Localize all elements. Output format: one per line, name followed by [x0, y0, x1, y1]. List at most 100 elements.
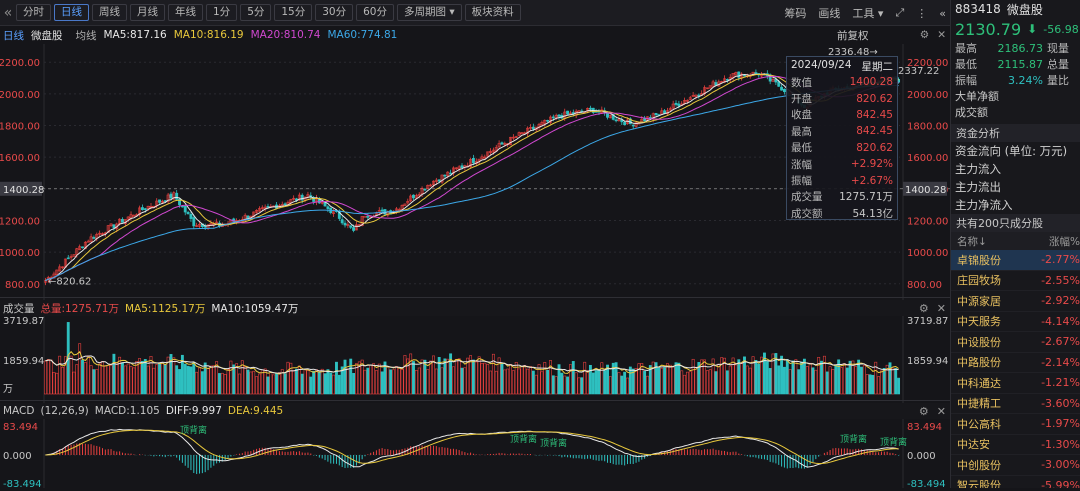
- candle-body: [138, 207, 142, 216]
- volume-bar: [534, 374, 538, 395]
- tab-period[interactable]: 周线: [92, 4, 127, 21]
- chip-button[interactable]: 筹码: [784, 7, 807, 20]
- adjust-button[interactable]: 前复权: [837, 29, 869, 42]
- y-tick-left: 1600.00: [0, 153, 40, 164]
- volume-bar: [840, 367, 843, 395]
- stock-row[interactable]: 智云股份 -5.99%: [951, 476, 1080, 488]
- tab-period[interactable]: 1分: [206, 4, 238, 21]
- volume-bar: [89, 365, 93, 395]
- candle-body: [697, 94, 701, 97]
- volume-bar: [178, 369, 181, 395]
- volume-bar: [845, 367, 849, 395]
- volume-bar: [295, 368, 298, 395]
- volume-bar: [369, 364, 373, 395]
- draw-button[interactable]: 画线: [818, 7, 841, 20]
- stock-row[interactable]: 中源家居 -2.92%: [951, 291, 1080, 312]
- collapse-icon[interactable]: «: [939, 6, 946, 20]
- tab-period[interactable]: 15分: [274, 4, 313, 21]
- volume-bar: [571, 361, 575, 395]
- tab-period[interactable]: 分时: [16, 4, 51, 21]
- multi-period-dropdown[interactable]: 多周期图 ▾: [397, 4, 462, 21]
- candle-body: [366, 216, 370, 218]
- stock-row[interactable]: 卓锦股份 -2.77%: [951, 250, 1080, 271]
- settings-icon[interactable]: ⚙: [918, 404, 929, 418]
- close-icon[interactable]: ✕: [937, 29, 946, 41]
- candle-body: [620, 119, 624, 123]
- fullscreen-icon[interactable]: ⤢: [895, 6, 905, 19]
- stock-row[interactable]: 中天服务 -4.14%: [951, 312, 1080, 332]
- volume-bar: [260, 369, 264, 395]
- stock-row[interactable]: 庄园牧场 -2.55%: [951, 271, 1080, 291]
- candle-body: [109, 223, 113, 226]
- volume-bar: [697, 362, 701, 395]
- volume-bar: [877, 376, 881, 395]
- volume-bar: [209, 365, 213, 395]
- volume-bar: [554, 376, 558, 395]
- close-icon[interactable]: ✕: [936, 301, 946, 315]
- quote-title: 883418 微盘股: [951, 0, 1080, 18]
- volume-bar: [757, 363, 761, 395]
- divergence-label: 顶背离: [840, 433, 867, 445]
- candle-body: [588, 107, 592, 110]
- kline-chart[interactable]: 2200.00 2200.00 2000.00 2000.00 1800.00 1800.…: [0, 44, 950, 490]
- close-icon[interactable]: ✕: [936, 404, 946, 418]
- volume-bar: [180, 354, 184, 395]
- volume-bar: [212, 365, 216, 395]
- stock-row[interactable]: 中公高科 -1.97%: [951, 414, 1080, 435]
- stock-row[interactable]: 中设股份 -2.67%: [951, 332, 1080, 353]
- candle-body: [349, 225, 353, 228]
- stock-row[interactable]: 中科通达 -1.21%: [951, 373, 1080, 394]
- ma-label[interactable]: 均线: [75, 29, 97, 42]
- stock-row[interactable]: 中达安 -1.30%: [951, 435, 1080, 455]
- crosshair-label-right: 1400.28: [905, 185, 946, 196]
- more-vert-icon[interactable]: ⋮: [916, 6, 928, 20]
- macd-label[interactable]: MACD: [3, 405, 35, 417]
- candle-body: [685, 99, 689, 102]
- candle-body: [449, 172, 453, 175]
- sector-info-button[interactable]: 板块资料: [464, 4, 521, 21]
- volume-bar: [206, 368, 210, 395]
- settings-icon[interactable]: ⚙: [918, 301, 929, 315]
- tab-period[interactable]: 60分: [356, 4, 394, 21]
- candle-body: [694, 94, 698, 97]
- last-price: 2130.79: [955, 19, 1022, 39]
- candle-body: [617, 119, 621, 121]
- volume-bar: [352, 373, 356, 395]
- stock-row[interactable]: 中捷精工 -3.60%: [951, 394, 1080, 414]
- tab-period[interactable]: 年线: [168, 4, 203, 21]
- fund-analysis-header[interactable]: 资金分析: [951, 124, 1080, 142]
- tab-period[interactable]: 日线: [54, 4, 89, 21]
- volume-bar: [372, 363, 376, 395]
- tab-period[interactable]: 5分: [240, 4, 272, 21]
- stock-row[interactable]: 中创股份 -3.00%: [951, 455, 1080, 476]
- stock-row[interactable]: 中路股份 -2.14%: [951, 353, 1080, 373]
- settings-icon[interactable]: ⚙: [919, 29, 930, 41]
- volume-bar: [417, 367, 421, 395]
- volume-bar: [309, 376, 313, 395]
- tooltip-date: 2024/09/24: [791, 59, 852, 71]
- volume-bar: [286, 361, 290, 395]
- volume-bar: [109, 365, 113, 395]
- change-column-header[interactable]: 涨幅%: [1049, 235, 1080, 248]
- volume-bar: [163, 363, 167, 395]
- volume-bar: [754, 359, 758, 395]
- stock-name: 中创股份: [957, 458, 1001, 472]
- back-icon[interactable]: «: [3, 4, 13, 21]
- tab-period[interactable]: 30分: [315, 4, 354, 21]
- name-column-header[interactable]: 名称↓: [957, 234, 1028, 249]
- volume-bar: [477, 356, 481, 395]
- volume-bars: [43, 322, 901, 395]
- volume-bar: [403, 355, 407, 395]
- tools-dropdown[interactable]: 工具 ▾: [852, 7, 884, 20]
- volume-bar: [880, 370, 883, 395]
- chart-area[interactable]: 2200.00 2200.00 2000.00 2000.00 1800.00 1800.…: [0, 44, 950, 490]
- candle-body: [129, 214, 133, 219]
- amp-label: 振幅: [955, 74, 977, 87]
- candle-body: [420, 187, 424, 195]
- stock-change: -2.92%: [1041, 294, 1080, 308]
- volume-bar: [657, 367, 661, 395]
- volume-bar: [115, 362, 119, 395]
- volume-bar: [226, 368, 230, 395]
- candle-body: [126, 216, 130, 220]
- tab-period[interactable]: 月线: [130, 4, 165, 21]
